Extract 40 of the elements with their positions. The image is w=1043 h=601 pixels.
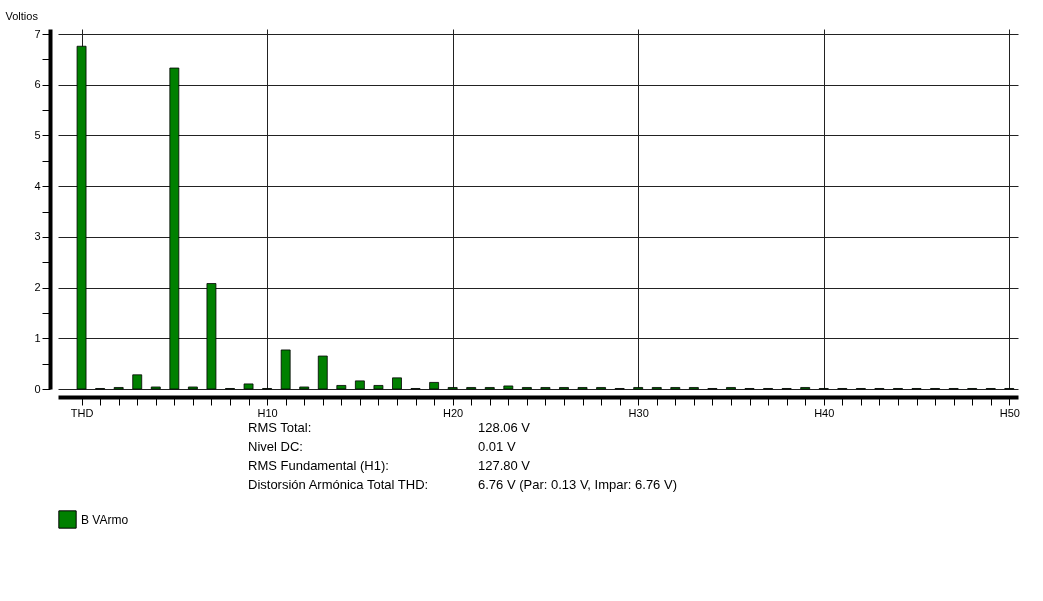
- bar: [392, 377, 402, 390]
- text: RMS Total:: [248, 420, 312, 435]
- x-tick-label: H20: [443, 406, 464, 419]
- bar: [169, 67, 180, 390]
- bar: [187, 386, 198, 390]
- x-tick-label: H40: [814, 406, 835, 419]
- bar: [354, 380, 365, 390]
- bar: [280, 349, 291, 390]
- y-axis-title: Voltios: [5, 9, 39, 22]
- bar: [76, 45, 87, 390]
- bar: [373, 385, 384, 390]
- y-tick-label: 6: [34, 78, 41, 91]
- bar: [206, 283, 217, 390]
- bar: [336, 385, 347, 390]
- y-tick-label: 4: [34, 179, 41, 192]
- text: 128.06 V: [478, 420, 531, 435]
- bar: [429, 382, 439, 390]
- bar: [317, 355, 328, 390]
- y-tick-label: 3: [34, 230, 41, 243]
- text: 0.01 V: [478, 439, 516, 454]
- bar: [132, 374, 143, 390]
- bar: [243, 383, 254, 390]
- x-tick-label: THD: [70, 406, 94, 419]
- y-tick-label: 1: [34, 331, 41, 344]
- text: 6.76 V (Par: 0.13 V, Impar: 6.76 V): [478, 477, 677, 492]
- y-tick-label: 5: [34, 128, 41, 141]
- text: Distorsión Armónica Total THD:: [248, 477, 429, 492]
- x-tick-label: H10: [257, 406, 278, 419]
- text: 127.80 V: [478, 458, 531, 473]
- text: Nivel DC:: [248, 439, 303, 454]
- x-tick-label: H30: [628, 406, 649, 419]
- x-tick-label: H50: [999, 406, 1020, 419]
- y-tick-label: 7: [34, 27, 41, 40]
- y-tick-label: 2: [34, 281, 41, 294]
- text: RMS Fundamental (H1):: [248, 458, 389, 473]
- bar: [503, 385, 514, 390]
- bar: [150, 386, 161, 390]
- y-tick-label: 0: [34, 382, 41, 395]
- legend-label: B VArmo: [81, 512, 129, 527]
- bar: [299, 386, 310, 390]
